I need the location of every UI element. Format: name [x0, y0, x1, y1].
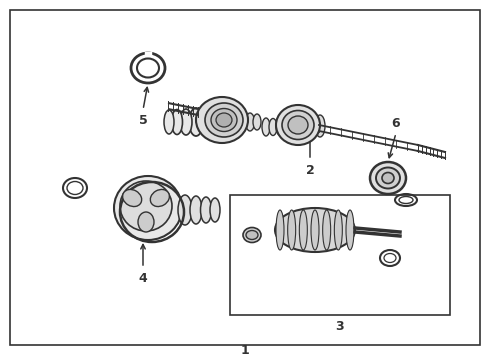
- Ellipse shape: [311, 210, 319, 250]
- Ellipse shape: [323, 210, 331, 250]
- Ellipse shape: [243, 228, 261, 243]
- Ellipse shape: [288, 116, 308, 134]
- Ellipse shape: [120, 181, 172, 231]
- Ellipse shape: [376, 167, 400, 189]
- Ellipse shape: [211, 108, 237, 131]
- Ellipse shape: [178, 195, 192, 225]
- Ellipse shape: [189, 108, 203, 136]
- Ellipse shape: [269, 118, 277, 135]
- Ellipse shape: [190, 196, 202, 224]
- Ellipse shape: [299, 210, 307, 250]
- Ellipse shape: [210, 198, 220, 222]
- Text: 5: 5: [139, 113, 147, 126]
- Ellipse shape: [288, 210, 295, 250]
- Ellipse shape: [205, 103, 243, 137]
- Text: 3: 3: [336, 320, 344, 333]
- Ellipse shape: [346, 210, 354, 250]
- Ellipse shape: [276, 119, 284, 135]
- Ellipse shape: [282, 111, 314, 140]
- Ellipse shape: [262, 118, 270, 136]
- Ellipse shape: [315, 115, 325, 137]
- Ellipse shape: [138, 212, 154, 232]
- Ellipse shape: [180, 109, 192, 135]
- Ellipse shape: [196, 97, 248, 143]
- Ellipse shape: [246, 230, 258, 239]
- Ellipse shape: [237, 112, 247, 132]
- Text: 4: 4: [139, 271, 147, 284]
- Ellipse shape: [275, 208, 355, 252]
- Ellipse shape: [370, 162, 406, 194]
- Text: 2: 2: [306, 163, 315, 176]
- Ellipse shape: [276, 210, 284, 250]
- Ellipse shape: [253, 114, 261, 130]
- Ellipse shape: [122, 189, 142, 207]
- Ellipse shape: [150, 189, 170, 207]
- Ellipse shape: [245, 113, 254, 131]
- Ellipse shape: [216, 113, 232, 127]
- Ellipse shape: [200, 197, 212, 223]
- Ellipse shape: [164, 110, 174, 134]
- Ellipse shape: [114, 176, 182, 240]
- Text: 6: 6: [392, 117, 400, 130]
- Ellipse shape: [276, 105, 320, 145]
- Ellipse shape: [382, 172, 394, 184]
- Text: 1: 1: [241, 343, 249, 356]
- Ellipse shape: [334, 210, 343, 250]
- Ellipse shape: [172, 109, 182, 135]
- Bar: [230, 195, 450, 315]
